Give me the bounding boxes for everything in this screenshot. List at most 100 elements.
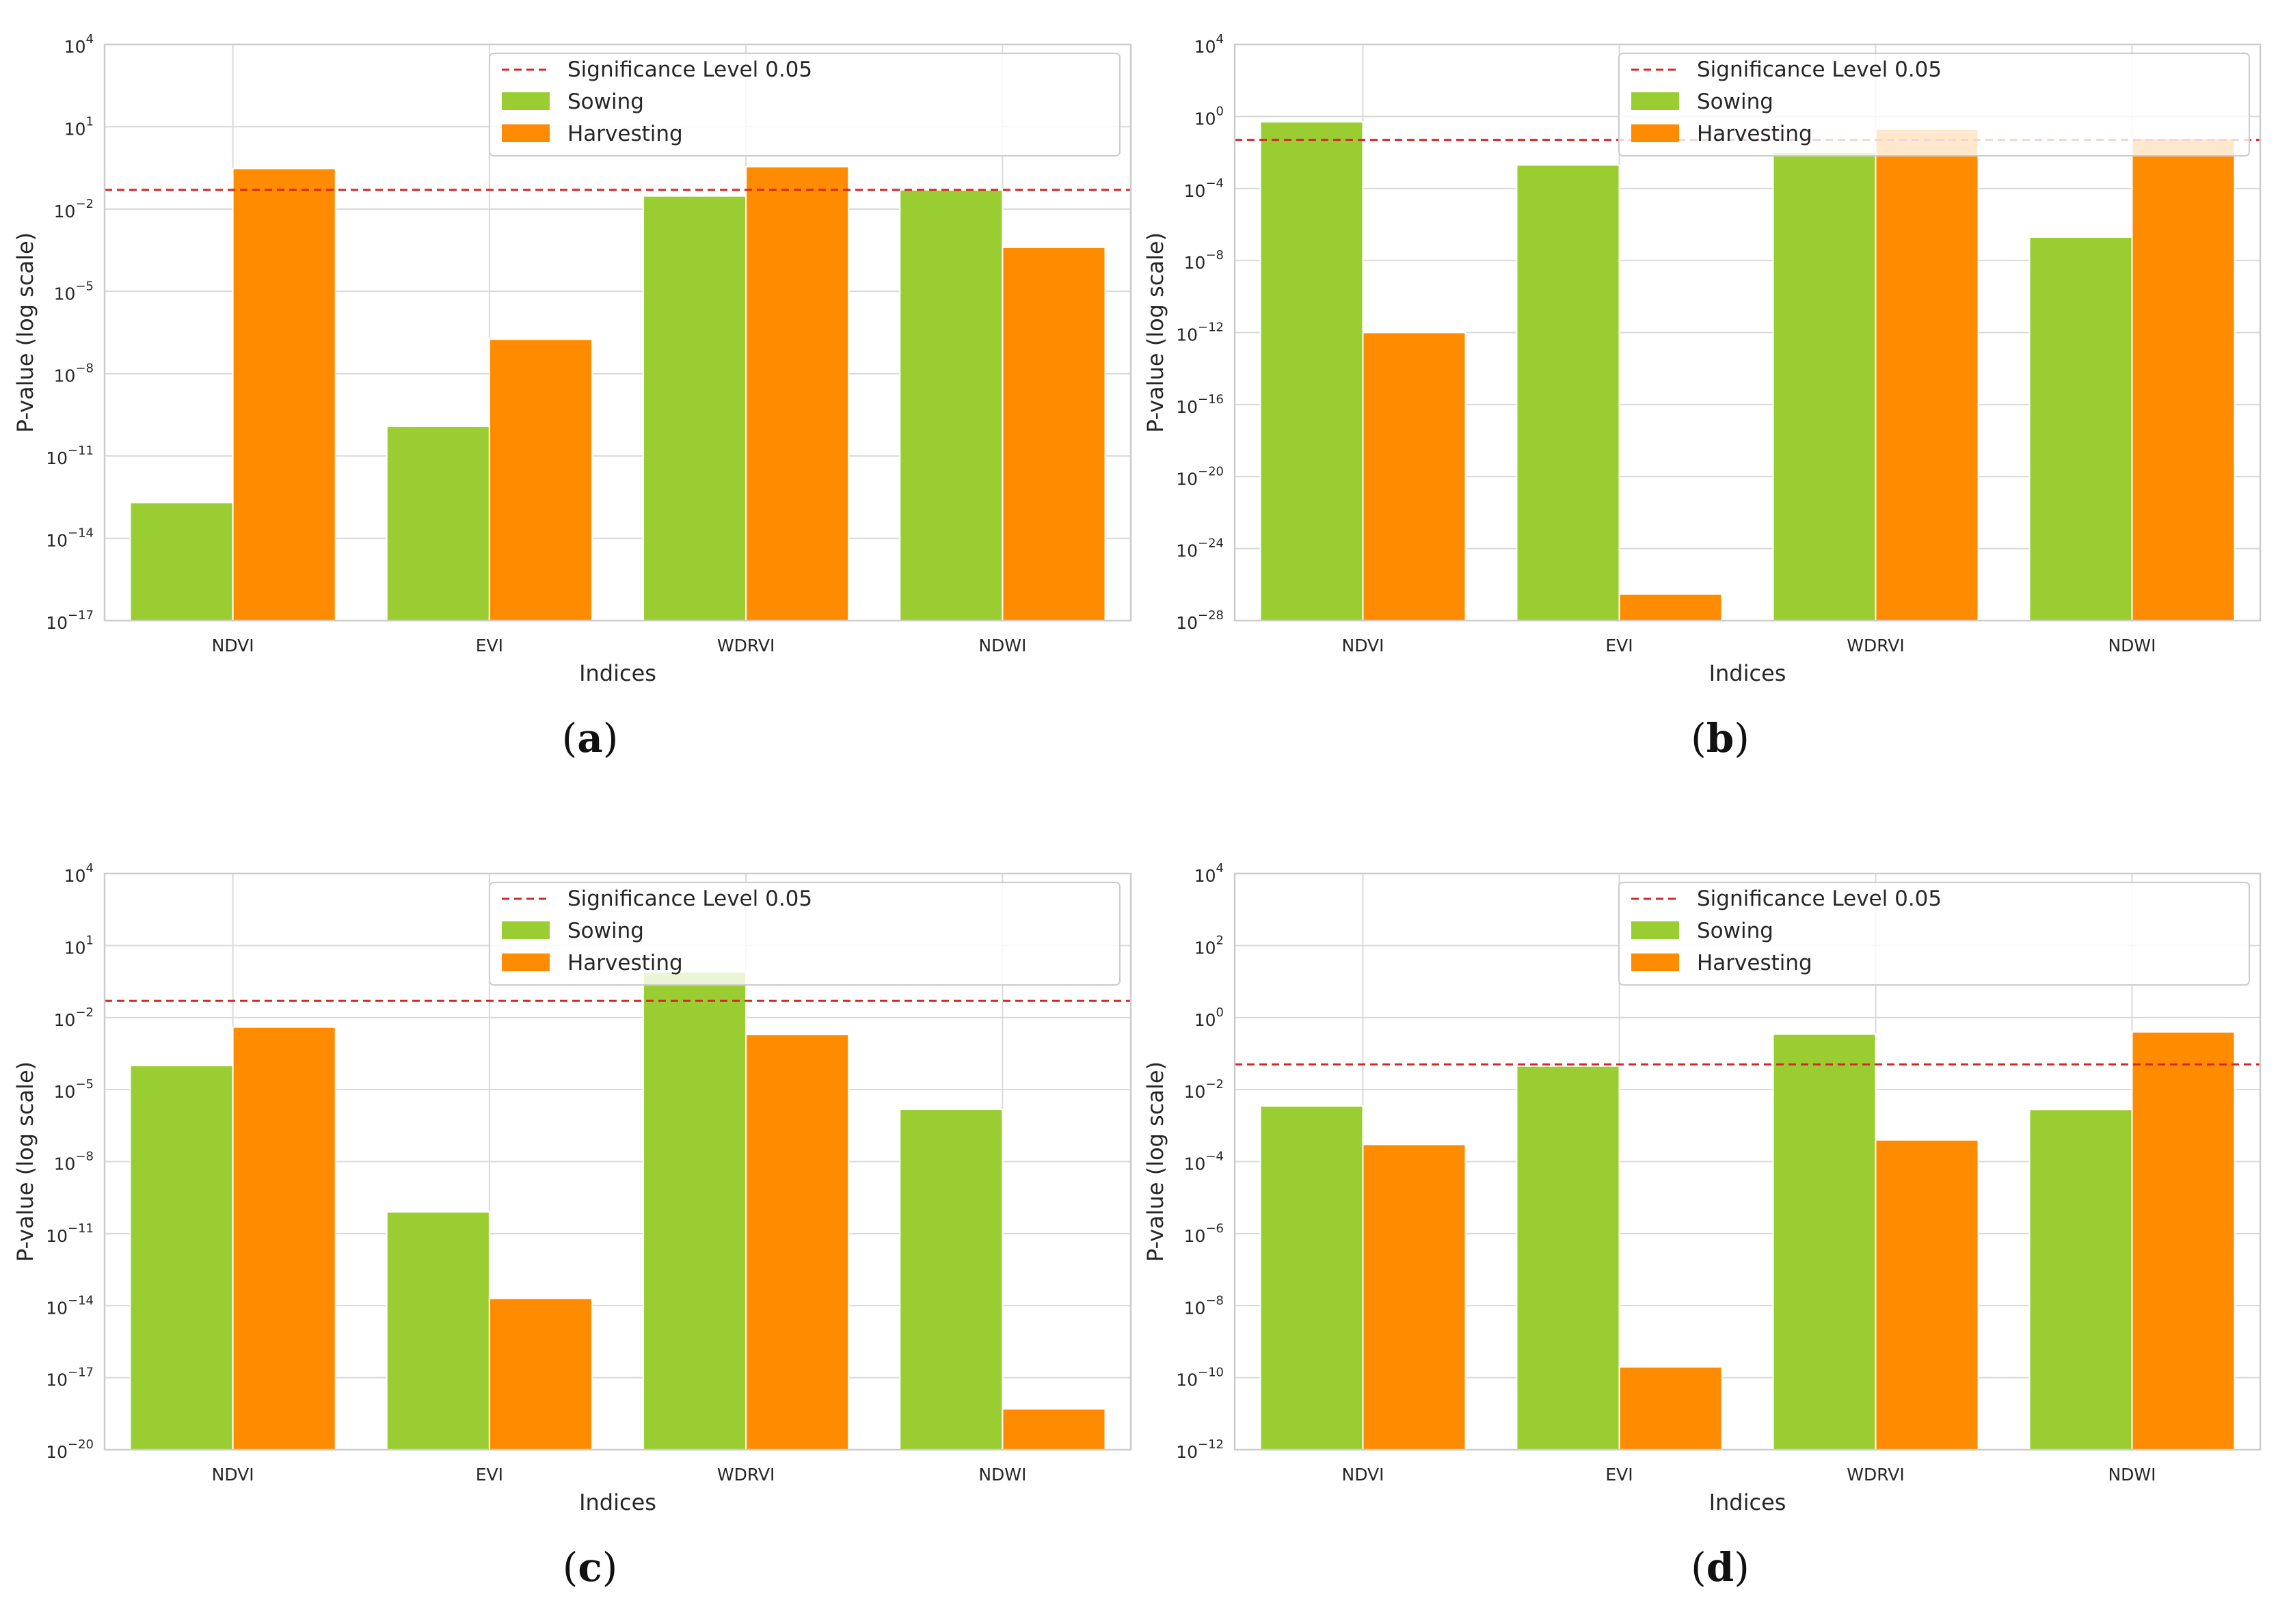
caption-close-paren: ) (603, 715, 619, 761)
y-tick-base: 10 (54, 366, 76, 386)
y-tick-label: 10−8 (1184, 1293, 1224, 1318)
panel-caption: (b) (1691, 715, 1750, 761)
y-tick-base: 10 (1176, 397, 1198, 417)
bar-harvesting-ndvi (1362, 331, 1466, 621)
y-tick-exponent: −11 (68, 444, 94, 458)
y-tick-label: 10−8 (54, 1150, 94, 1174)
y-tick-label: 10−24 (1176, 537, 1224, 561)
legend-label: Harvesting (567, 122, 683, 146)
x-tick-label: WDRVI (717, 636, 775, 655)
legend-box (1618, 882, 2250, 986)
caption-open-paren: ( (563, 1544, 578, 1591)
legend: Significance Level 0.05 Sowing Harvesting (1618, 882, 2250, 986)
y-tick-exponent: −6 (1205, 1221, 1224, 1236)
y-axis-label: P-value (log scale) (12, 1061, 38, 1262)
bar-harvesting-ndwi (1002, 246, 1106, 622)
y-tick-base: 10 (64, 119, 86, 139)
y-tick-exponent: 4 (1216, 32, 1224, 46)
bar-harvesting-wdrvi (745, 165, 850, 621)
y-tick-exponent: −8 (1205, 1293, 1224, 1308)
y-tick-base: 10 (1194, 37, 1216, 57)
y-axis-label: P-value (log scale) (1142, 1061, 1168, 1262)
y-tick-base: 10 (54, 1010, 76, 1030)
legend-box (1618, 53, 2250, 157)
y-tick-base: 10 (54, 1154, 76, 1174)
y-tick-label: 104 (64, 861, 94, 886)
bar-harvesting-ndwi (2131, 137, 2236, 622)
x-axis-label: Indices (579, 1489, 656, 1515)
y-tick-base: 10 (1194, 109, 1216, 128)
y-tick-base: 10 (46, 531, 68, 551)
panel-caption: (c) (563, 1544, 618, 1591)
y-tick-exponent: 0 (1216, 104, 1224, 118)
y-tick-label: 10−10 (1176, 1366, 1224, 1390)
y-tick-exponent: −2 (75, 197, 94, 211)
x-tick-label: NDWI (2108, 636, 2156, 655)
y-tick-exponent: −20 (1198, 464, 1224, 478)
bar-harvesting-evi (488, 1297, 593, 1450)
y-tick-label: 10−11 (46, 1221, 94, 1246)
legend-box (489, 53, 1121, 157)
bar-sowing-evi (386, 1211, 490, 1450)
y-tick-label: 10−8 (1184, 248, 1224, 273)
legend: Significance Level 0.05 Sowing Harvesting (489, 53, 1121, 157)
y-tick-exponent: −17 (68, 608, 94, 623)
y-tick-label: 10−20 (1176, 464, 1224, 489)
legend-sowing-swatch (1631, 921, 1679, 939)
bar-sowing-ndvi (1259, 1105, 1364, 1451)
y-tick-exponent: −4 (1205, 176, 1224, 191)
y-tick-base: 10 (1194, 938, 1216, 958)
x-tick-label: EVI (1605, 636, 1633, 655)
y-tick-exponent: −8 (75, 362, 94, 376)
legend-label: Significance Level 0.05 (567, 887, 812, 911)
y-tick-base: 10 (46, 1370, 68, 1390)
y-tick-base: 10 (46, 1226, 68, 1246)
y-tick-exponent: −5 (75, 1077, 94, 1092)
caption-letter: b (1706, 715, 1734, 761)
legend-harvesting-swatch (1631, 953, 1679, 971)
y-tick-base: 10 (1176, 541, 1198, 561)
y-tick-label: 10−20 (46, 1437, 94, 1462)
x-tick-label: EVI (476, 636, 503, 655)
plot-frame (1233, 872, 2262, 1451)
x-tick-label: EVI (1605, 1465, 1633, 1485)
legend-harvesting-swatch (1631, 124, 1679, 142)
bar-sowing-wdrvi (643, 195, 747, 621)
y-tick-base: 10 (1184, 1298, 1206, 1318)
y-tick-exponent: 1 (86, 933, 94, 947)
plot-frame (103, 872, 1132, 1451)
y-tick-label: 10−5 (54, 1077, 94, 1102)
caption-close-paren: ) (602, 1544, 618, 1591)
y-tick-exponent: −11 (68, 1221, 94, 1236)
bar-harvesting-ndvi (232, 1026, 336, 1450)
y-tick-base: 10 (46, 613, 68, 633)
y-tick-label: 10−4 (1184, 176, 1224, 201)
caption-close-paren: ) (1734, 715, 1750, 761)
y-tick-base: 10 (46, 448, 68, 468)
x-tick-label: NDVI (1342, 1465, 1384, 1485)
y-tick-label: 10−2 (1184, 1077, 1224, 1102)
y-tick-label: 10−12 (1176, 1437, 1224, 1462)
legend-label: Sowing (1697, 919, 1773, 943)
bar-sowing-evi (1516, 1065, 1620, 1450)
y-tick-base: 10 (54, 1082, 76, 1102)
y-tick-exponent: −2 (1205, 1077, 1224, 1092)
legend-label: Harvesting (567, 951, 683, 975)
y-tick-exponent: 1 (86, 114, 94, 128)
bar-sowing-wdrvi (1772, 1033, 1877, 1451)
y-tick-base: 10 (1176, 469, 1198, 489)
y-tick-base: 10 (1184, 253, 1206, 273)
y-tick-base: 10 (64, 866, 86, 886)
y-tick-label: 10−2 (54, 197, 94, 221)
y-tick-label: 10−2 (54, 1005, 94, 1030)
legend-sowing-swatch (502, 921, 550, 939)
legend-label: Sowing (1697, 90, 1773, 114)
x-tick-label: WDRVI (1847, 1465, 1904, 1485)
y-axis-label: P-value (log scale) (1142, 232, 1168, 433)
plot-frame (103, 43, 1132, 622)
legend: Significance Level 0.05 Sowing Harvesting (1618, 53, 2250, 157)
y-tick-base: 10 (1194, 1010, 1216, 1030)
legend-harvesting-swatch (502, 124, 550, 142)
panel-caption: (d) (1691, 1544, 1750, 1591)
